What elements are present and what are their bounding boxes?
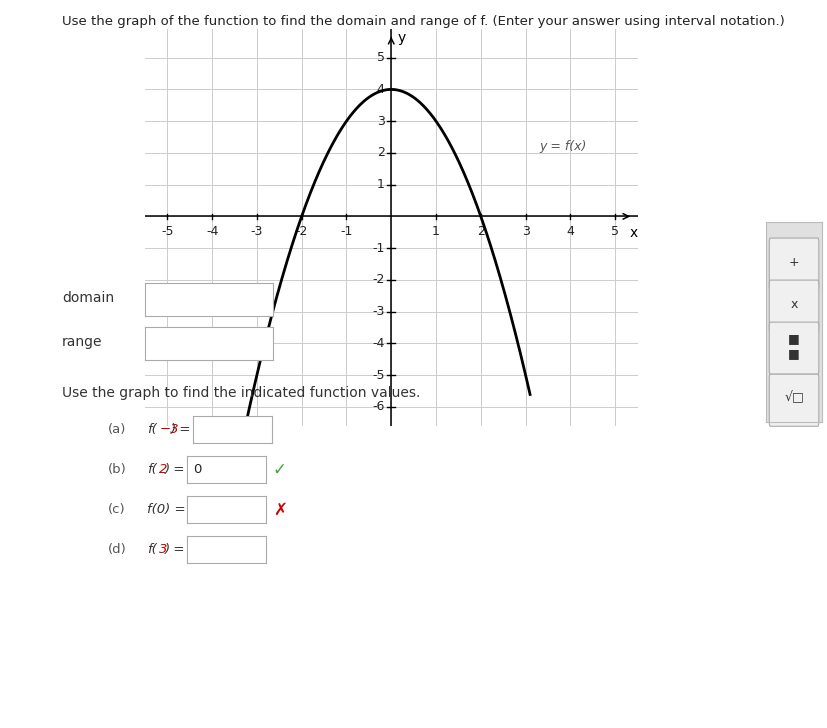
- Text: y = f(x): y = f(x): [538, 140, 586, 153]
- Text: 3: 3: [376, 115, 384, 127]
- Text: Use the graph of the function to find the domain and range of f. (Enter your ans: Use the graph of the function to find th…: [62, 15, 784, 28]
- Text: ) =: ) =: [165, 543, 185, 556]
- Text: (c): (c): [108, 503, 125, 516]
- Text: 3: 3: [159, 543, 168, 556]
- Text: -2: -2: [295, 225, 308, 238]
- Text: y: y: [398, 31, 406, 44]
- FancyBboxPatch shape: [768, 374, 818, 427]
- Text: √□: √□: [783, 392, 803, 405]
- Text: 4: 4: [566, 225, 574, 238]
- FancyBboxPatch shape: [768, 322, 818, 374]
- Text: 2: 2: [476, 225, 484, 238]
- FancyBboxPatch shape: [768, 280, 818, 332]
- Text: 3: 3: [521, 225, 529, 238]
- Text: (d): (d): [108, 543, 127, 556]
- Text: x: x: [629, 226, 638, 240]
- Text: x: x: [790, 298, 796, 311]
- Text: f(: f(: [147, 423, 157, 436]
- Text: -3: -3: [371, 305, 384, 318]
- Text: ) =: ) =: [171, 423, 192, 436]
- Text: -6: -6: [371, 400, 384, 414]
- Text: 5: 5: [610, 225, 619, 238]
- Text: range: range: [62, 335, 103, 349]
- Text: 1: 1: [376, 178, 384, 191]
- Text: 5: 5: [376, 51, 384, 64]
- Text: ✓: ✓: [272, 461, 286, 478]
- Text: ) =: ) =: [165, 463, 185, 476]
- Text: -4: -4: [206, 225, 218, 238]
- Text: f(: f(: [147, 463, 157, 476]
- Text: 1: 1: [432, 225, 439, 238]
- Text: -2: -2: [371, 274, 384, 286]
- Text: 0: 0: [194, 463, 202, 476]
- Text: f(0) =: f(0) =: [147, 503, 186, 516]
- Text: (b): (b): [108, 463, 127, 476]
- Text: 2: 2: [159, 463, 168, 476]
- Text: -5: -5: [160, 225, 174, 238]
- Text: -5: -5: [371, 368, 384, 381]
- Text: -1: -1: [340, 225, 352, 238]
- Text: -3: -3: [251, 225, 263, 238]
- Text: Use the graph to find the indicated function values.: Use the graph to find the indicated func…: [62, 386, 420, 400]
- FancyBboxPatch shape: [768, 238, 818, 290]
- Text: -4: -4: [371, 337, 384, 350]
- Text: (a): (a): [108, 423, 126, 436]
- Text: domain: domain: [62, 291, 114, 306]
- Text: −3: −3: [159, 423, 179, 436]
- Text: 2: 2: [376, 146, 384, 159]
- Text: ■
■: ■ ■: [787, 332, 799, 360]
- Text: +: +: [788, 256, 798, 269]
- Text: f(: f(: [147, 543, 157, 556]
- Text: ✗: ✗: [272, 501, 286, 518]
- Text: 4: 4: [376, 83, 384, 96]
- Text: -1: -1: [371, 242, 384, 255]
